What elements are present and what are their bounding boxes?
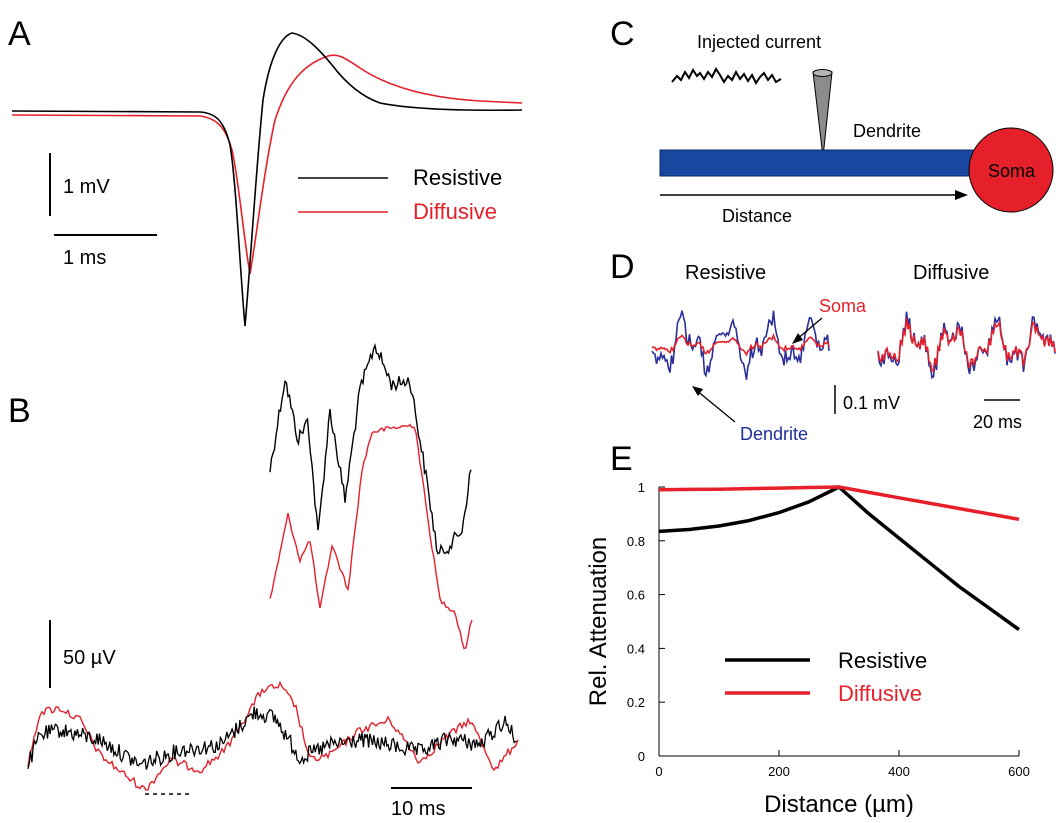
panel-b-lower-resistive-trace bbox=[27, 706, 517, 770]
panel-c-injected-current-label: Injected current bbox=[697, 32, 821, 52]
panel-d-diffusive-soma-trace bbox=[877, 318, 1056, 373]
panel-a-resistive-trace bbox=[11, 32, 523, 327]
panel-c: C Injected current Soma Dendrite Distanc… bbox=[610, 15, 1054, 226]
panel-d-label: D bbox=[610, 248, 635, 286]
panel-c-dendrite-label: Dendrite bbox=[853, 121, 921, 141]
panel-d-resistive-dendrite-trace bbox=[651, 310, 830, 380]
panel-d-dendrite-arrow bbox=[695, 389, 736, 423]
panel-e-chart: E 0 200 400 600 0 0.2 0.4 0.6 0.8 1 Distance (µm)… bbox=[585, 440, 1030, 818]
panel-a-label: A bbox=[8, 15, 31, 53]
panel-e-y-tick-label: 0 bbox=[638, 749, 645, 764]
panel-b-scale-t-label: 10 ms bbox=[391, 798, 445, 820]
panel-d: D Resistive Diffusive Soma Dendrite 0.1 … bbox=[610, 248, 1056, 444]
panel-b-upper-diffusive-trace bbox=[269, 423, 473, 650]
panel-b: B 50 µV 10 ms bbox=[8, 343, 519, 820]
panel-e-x-tick-label: 400 bbox=[888, 764, 910, 779]
panel-a-legend-diffusive-label: Diffusive bbox=[413, 199, 497, 224]
panel-d-soma-label: Soma bbox=[819, 296, 867, 316]
panel-d-scale-v-label: 0.1 mV bbox=[843, 393, 900, 413]
panel-e-axes: 0 200 400 600 0 0.2 0.4 0.6 0.8 1 bbox=[627, 480, 1030, 779]
panel-b-lower-diffusive-trace bbox=[27, 680, 519, 791]
panel-b-scale-v-label: 50 µV bbox=[63, 647, 116, 669]
panel-d-scale-t-label: 20 ms bbox=[973, 412, 1022, 432]
panel-e-x-tick-label: 600 bbox=[1008, 764, 1030, 779]
panel-d-title-resistive: Resistive bbox=[685, 262, 766, 284]
panel-c-soma-label: Soma bbox=[988, 161, 1036, 181]
panel-d-title-diffusive: Diffusive bbox=[913, 262, 989, 284]
panel-c-distance-label: Distance bbox=[722, 206, 792, 226]
panel-e-series bbox=[658, 485, 1021, 632]
panel-c-electrode-top bbox=[812, 69, 833, 77]
panel-c-label: C bbox=[610, 15, 635, 53]
panel-c-soma bbox=[968, 127, 1054, 213]
panel-d-soma-arrowhead bbox=[792, 333, 803, 344]
panel-c-electrode bbox=[812, 71, 833, 158]
panel-e-legend-resistive-label: Resistive bbox=[838, 648, 927, 673]
panel-a-scale-t-label: 1 ms bbox=[63, 247, 106, 269]
panel-e-y-tick-label: 1 bbox=[638, 480, 645, 495]
panel-e-legend-diffusive-label: Diffusive bbox=[838, 681, 922, 706]
panel-a-legend-resistive-label: Resistive bbox=[413, 165, 502, 190]
panel-d-diffusive-dendrite-trace bbox=[877, 311, 1056, 380]
panel-c-dendrite-bar bbox=[659, 149, 981, 177]
panel-e-y-tick-label: 0.6 bbox=[627, 588, 645, 603]
panel-e-y-tick-label: 0.4 bbox=[627, 641, 645, 656]
panel-a-diffusive-trace bbox=[11, 54, 523, 275]
panel-a-scale-v-label: 1 mV bbox=[63, 176, 110, 198]
panel-e-x-tick-label: 0 bbox=[655, 764, 662, 779]
panel-e-y-axis-label: Rel. Attenuation bbox=[585, 537, 612, 706]
panel-e-legend: Resistive Diffusive bbox=[725, 648, 927, 706]
panel-e-x-tick-label: 200 bbox=[768, 764, 790, 779]
panel-d-resistive-soma-trace bbox=[651, 332, 830, 357]
panel-d-dendrite-label: Dendrite bbox=[740, 424, 808, 444]
panel-e-y-tick-label: 0.2 bbox=[627, 695, 645, 710]
panel-e-x-axis-label: Distance (µm) bbox=[764, 791, 914, 818]
panel-d-dendrite-arrowhead bbox=[692, 386, 703, 396]
panel-e-y-tick-label: 0.8 bbox=[627, 534, 645, 549]
panel-b-label: B bbox=[8, 392, 31, 430]
panel-b-upper-resistive-trace bbox=[269, 343, 472, 555]
panel-c-distance-arrowhead bbox=[955, 190, 968, 200]
panel-c-current-squiggle bbox=[671, 67, 782, 85]
panel-e-label: E bbox=[610, 440, 633, 478]
panel-a: A 1 mV 1 ms Resistive Diffusive bbox=[8, 15, 523, 327]
panel-e-series-diffusive-line bbox=[658, 485, 1020, 522]
